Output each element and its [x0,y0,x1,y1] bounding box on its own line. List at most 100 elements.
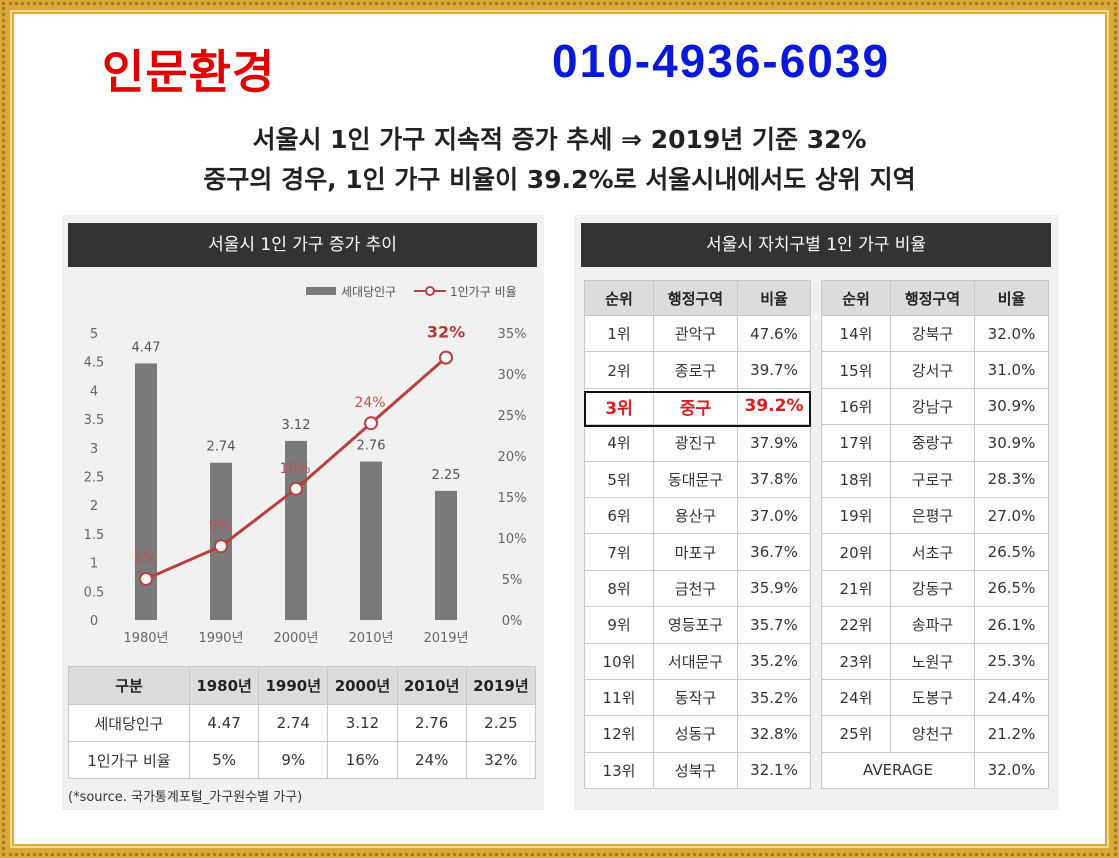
rank-row: 5위 동대문구 37.8% [584,460,811,498]
rank-row: 21위 강동구 26.5% [821,569,1049,608]
headline-2: 중구의 경우, 1인 가구 비율이 39.2%로 서울시내에서도 상위 지역 [203,165,916,194]
table-cell: 세대당인구 [68,704,190,742]
rank-cell: 30.9% [974,387,1049,426]
table-cell: 5% [188,741,260,779]
rank-cell: 26.1% [974,606,1049,644]
rank-cell: 21.2% [974,715,1049,753]
rank-row: 4위 광진구 37.9% [584,424,811,462]
rank-row: 24위 도봉구 24.4% [821,678,1049,717]
rank-cell: 은평구 [890,496,975,535]
table-cell: 16% [327,741,398,779]
rank-cell: 35.7% [737,606,811,644]
average-row: AVERAGE 32.0% [821,751,1049,790]
rank-cell: 종로구 [653,351,738,389]
rank-cell: 25.3% [974,642,1049,680]
rank-cell: 26.5% [974,569,1049,608]
rank-row: 18위 구로구 28.3% [821,460,1049,498]
table-header: 2000년 [327,666,398,705]
rank-row: 9위 영등포구 35.7% [584,606,811,644]
trend-panel-title: 서울시 1인 가구 증가 추이 [68,223,537,267]
average-value: 32.0% [974,751,1049,790]
rank-cell: 28.3% [974,460,1049,498]
rank-cell: 37.9% [737,424,811,462]
rank-cell: 20위 [821,533,891,571]
rank-cell: 39.2% [737,387,811,426]
rank-header: 순위 [584,280,654,316]
rank-header: 비율 [974,280,1049,316]
rank-cell: 도봉구 [890,678,975,717]
rank-cell: 5위 [584,460,654,498]
rank-row: 20위 서초구 26.5% [821,533,1049,571]
rank-cell: 26.5% [974,533,1049,571]
table-cell: 9% [258,741,329,779]
rank-cell: 16위 [821,387,891,426]
table-header: 1990년 [258,666,329,705]
highlight-box [584,391,811,427]
table-cell: 2.74 [258,704,329,742]
rank-row: 14위 강북구 32.0% [821,314,1049,353]
rank-cell: 양천구 [890,715,975,753]
rank-row: 13위 성북구 32.1% [584,751,811,790]
rank-cell: 9위 [584,606,654,644]
rank-cell: 17위 [821,424,891,462]
table-cell: 2.25 [465,704,537,742]
rank-cell: 구로구 [890,460,975,498]
rank-cell: 강북구 [890,314,975,353]
rank-cell: 35.9% [737,569,811,608]
rank-cell: 22위 [821,606,891,644]
table-cell: 32% [465,741,537,779]
rank-header: 행정구역 [890,280,975,316]
rank-row: 3위 중구 39.2% [584,387,811,426]
rank-cell: 7위 [584,533,654,571]
phone-number[interactable]: 010-4936-6039 [552,35,891,87]
rank-cell: 송파구 [890,606,975,644]
rank-cell: 노원구 [890,642,975,680]
rank-cell: 32.1% [737,751,811,790]
table-cell: 4.47 [188,704,260,742]
rank-cell: 35.2% [737,642,811,680]
rank-cell: 25위 [821,715,891,753]
rank-cell: 37.0% [737,496,811,535]
rank-row: 22위 송파구 26.1% [821,606,1049,644]
rank-cell: 3위 [584,387,654,426]
rank-cell: 금천구 [653,569,738,608]
rank-cell: 21위 [821,569,891,608]
rank-table-left: 순위 행정구역 비율 1위 관악구 47.6% 2위 종로구 39.7% 3위 중구 39.2% 4위 광… [584,280,811,790]
table-cell: 3.12 [327,704,398,742]
table-header: 2010년 [396,666,467,705]
rank-cell: 관악구 [653,314,738,353]
table-cell: 1인가구 비율 [68,741,190,779]
rank-cell: 2위 [584,351,654,389]
rank-row: 16위 강남구 30.9% [821,387,1049,426]
rank-cell: 15위 [821,351,891,389]
rank-cell: 12위 [584,715,654,753]
headline-1: 서울시 1인 가구 지속적 증가 추세 ⇒ 2019년 기준 32% [252,125,867,154]
rank-cell: 6위 [584,496,654,535]
rank-cell: 강동구 [890,569,975,608]
rank-row: 25위 양천구 21.2% [821,715,1049,753]
source-note: (*source. 국가통계포털_가구원수별 가구) [68,790,303,805]
rank-cell: 중랑구 [890,424,975,462]
rank-row: 2위 종로구 39.7% [584,351,811,389]
table-header: 구분 [68,666,190,705]
trend-table: 구분 1980년 1990년 2000년 2010년 2019년 세대당인구 4… [68,666,537,779]
average-label: AVERAGE [821,751,975,790]
rank-cell: 용산구 [653,496,738,535]
rank-cell: 47.6% [737,314,811,353]
rank-cell: 36.7% [737,533,811,571]
rank-cell: 31.0% [974,351,1049,389]
table-row: 1인가구 비율 5% 9% 16% 24% 32% [68,741,537,779]
rank-row: 6위 용산구 37.0% [584,496,811,535]
rank-cell: 동작구 [653,678,738,717]
table-header: 2019년 [465,666,537,705]
rank-cell: 35.2% [737,678,811,717]
district-panel-title: 서울시 자치구별 1인 가구 비율 [581,223,1051,267]
rank-cell: 14위 [821,314,891,353]
rank-cell: 37.8% [737,460,811,498]
rank-cell: 강남구 [890,387,975,426]
table-cell: 24% [396,741,467,779]
rank-cell: 32.0% [974,314,1049,353]
rank-cell: 32.8% [737,715,811,753]
rank-row: 1위 관악구 47.6% [584,314,811,353]
rank-row: 8위 금천구 35.9% [584,569,811,608]
